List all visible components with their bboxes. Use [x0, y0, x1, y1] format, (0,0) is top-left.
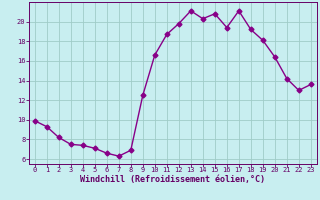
X-axis label: Windchill (Refroidissement éolien,°C): Windchill (Refroidissement éolien,°C) — [80, 175, 265, 184]
